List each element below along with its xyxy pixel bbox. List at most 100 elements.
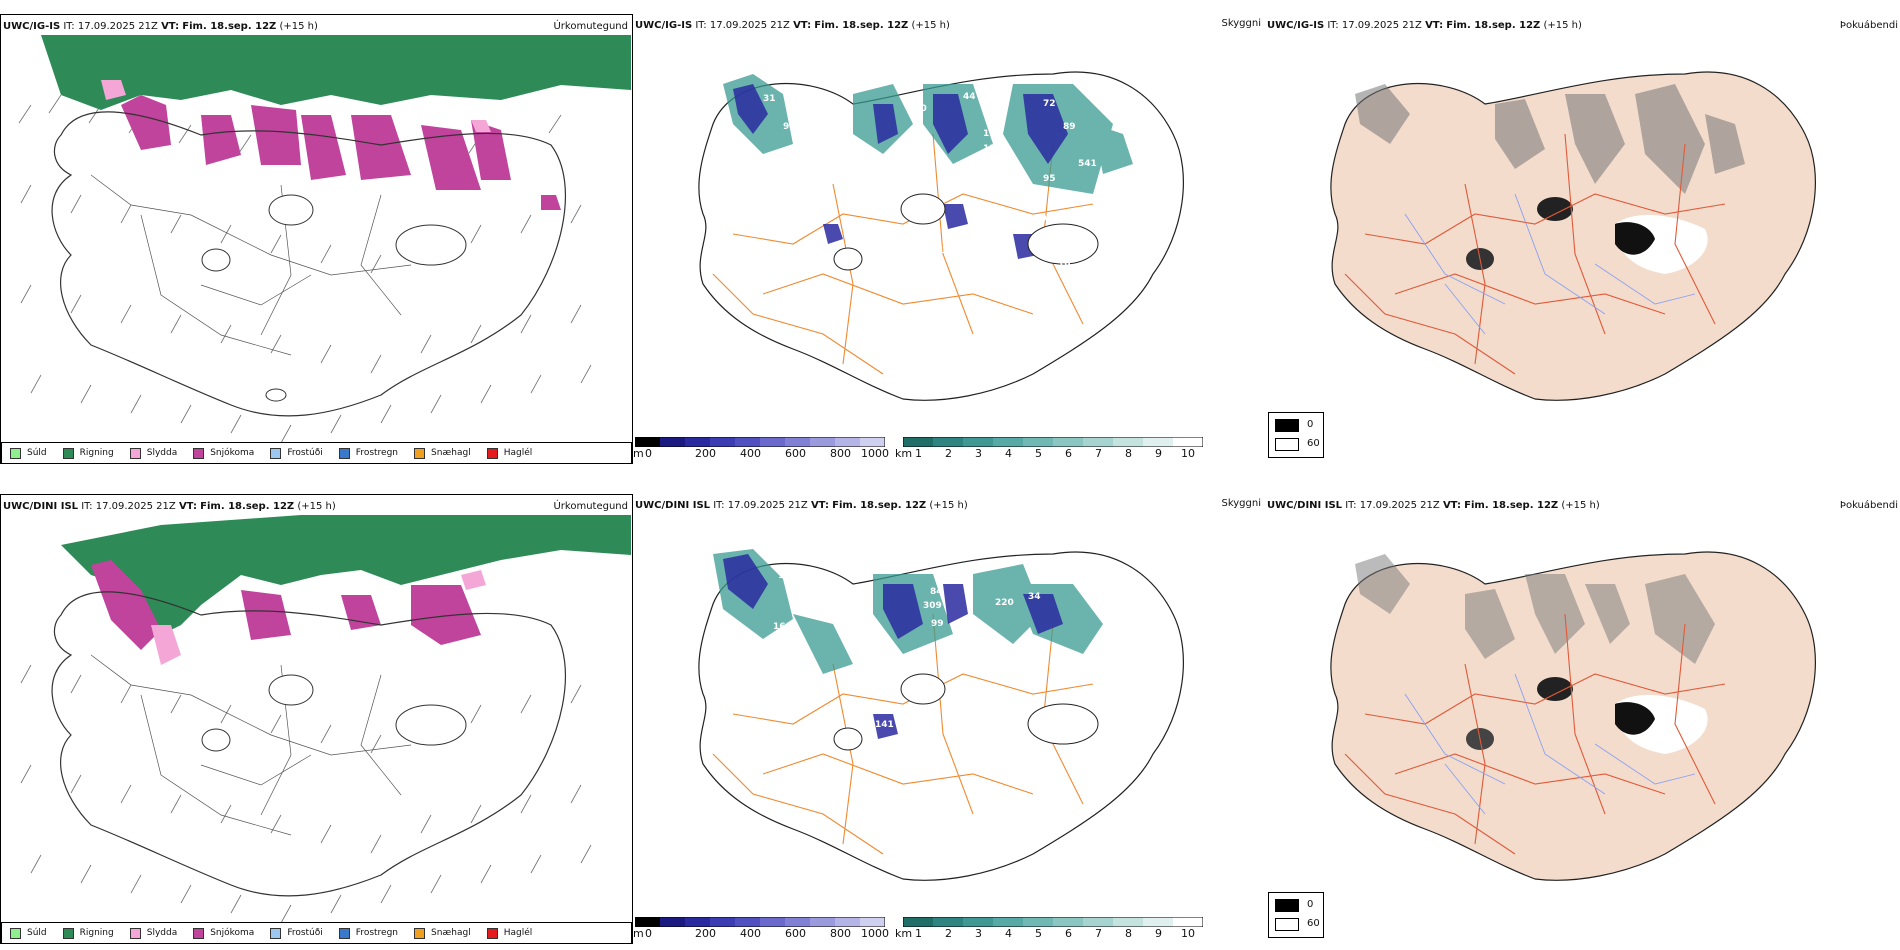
map-label: 175 (873, 264, 892, 274)
vis-tick: 1 (915, 447, 922, 460)
panel-title: Úrkomutegund (553, 501, 628, 512)
fog-legend: 0 60 (1268, 892, 1324, 938)
map-label: 98 (783, 122, 796, 132)
height-tick: 1000 (861, 927, 889, 940)
legend-item: Frostregn (338, 447, 398, 459)
map-label: 95 (1043, 174, 1056, 184)
height-tick: 200 (695, 927, 716, 940)
vis-tick: 7 (1095, 927, 1102, 940)
vis-unit: km (895, 927, 913, 940)
visibility-colorbar (903, 437, 1203, 447)
height-tick: 400 (740, 927, 761, 940)
height-tick: 600 (785, 927, 806, 940)
panel-header: UWC/IG-IS IT: 17.09.2025 21Z VT: Fim. 18… (635, 20, 950, 31)
panel-title: Úrkomutegund (553, 21, 628, 32)
visibility-colorbar (903, 917, 1203, 927)
height-unit: m (633, 927, 644, 940)
legend-item: Frostregn (338, 927, 398, 939)
vis-tick: 3 (975, 447, 982, 460)
panel-header: UWC/DINI ISL IT: 17.09.2025 21Z VT: Fim.… (635, 500, 968, 511)
height-tick: 800 (830, 927, 851, 940)
height-tick: 1000 (861, 447, 889, 460)
visibility-map (698, 71, 1184, 401)
map-label: 130 (908, 104, 927, 114)
legend-item: Snæhagl (414, 447, 471, 459)
map-label: 71 (983, 164, 996, 174)
fog-legend: 0 60 (1268, 412, 1324, 458)
map-label: 541 (1078, 159, 1097, 169)
precip-map (18, 35, 631, 444)
fog-panel: UWC/DINI ISL IT: 17.09.2025 21Z VT: Fim.… (1265, 494, 1900, 944)
legend-item: Slydda (129, 447, 177, 459)
vis-tick: 8 (1125, 447, 1132, 460)
map-label: 32 (1131, 109, 1144, 119)
map-label: 101 (938, 246, 957, 256)
map-label: 141 (875, 720, 894, 730)
height-tick: 600 (785, 447, 806, 460)
legend-item: Súld (10, 927, 47, 939)
height-unit: m (633, 447, 644, 460)
vis-tick: 7 (1095, 447, 1102, 460)
map-label: 72 (1043, 99, 1056, 109)
panel-title: Þokuábendi (1839, 20, 1898, 31)
map-label: 309 (923, 601, 942, 611)
fog-map (1330, 71, 1816, 401)
height-tick: 0 (645, 447, 652, 460)
legend-item: Súld (10, 447, 47, 459)
height-tick: 400 (740, 447, 761, 460)
visibility-panel: UWC/DINI ISL IT: 17.09.2025 21Z VT: Fim.… (633, 494, 1263, 944)
legend-item: Frostúði (270, 447, 323, 459)
vis-tick: 4 (1005, 927, 1012, 940)
panel-header: UWC/IG-IS IT: 17.09.2025 21Z VT: Fim. 18… (3, 21, 318, 32)
vis-tick: 6 (1065, 927, 1072, 940)
row1: UWC/IG-IS IT: 17.09.2025 21Z VT: Fim. 18… (0, 0, 1900, 470)
map-label: 138 (983, 144, 1002, 154)
vis-tick: 10 (1181, 447, 1195, 460)
panel-header: UWC/IG-IS IT: 17.09.2025 21Z VT: Fim. 18… (1267, 20, 1582, 31)
map-label: 116 (778, 571, 797, 581)
vis-tick: 2 (945, 927, 952, 940)
map-label: 110 (983, 129, 1002, 139)
vis-tick: 9 (1155, 927, 1162, 940)
legend-item: Frostúði (270, 927, 323, 939)
vis-tick: 9 (1155, 447, 1162, 460)
precip-panel: UWC/IG-IS IT: 17.09.2025 21Z VT: Fim. 18… (0, 14, 633, 464)
legend-item: Haglél (486, 447, 532, 459)
height-tick: 0 (645, 927, 652, 940)
vis-tick: 2 (945, 447, 952, 460)
map-label: 122 (1018, 264, 1037, 274)
legend-item: Snæhagl (414, 927, 471, 939)
legend-item: Rigning (62, 927, 114, 939)
panel-header: UWC/DINI ISL IT: 17.09.2025 21Z VT: Fim.… (1267, 500, 1600, 511)
legend-item: Slydda (129, 927, 177, 939)
vis-tick: 4 (1005, 447, 1012, 460)
visibility-panel: UWC/IG-IS IT: 17.09.2025 21Z VT: Fim. 18… (633, 14, 1263, 464)
map-label: 10 (1058, 259, 1071, 269)
legend-item: Rigning (62, 447, 114, 459)
vis-tick: 1 (915, 927, 922, 940)
height-tick: 800 (830, 447, 851, 460)
legend-item: Haglél (486, 927, 532, 939)
vis-tick: 5 (1035, 927, 1042, 940)
map-label: 84 (930, 587, 943, 597)
map-label: 99 (931, 619, 944, 629)
map-label: 16 (773, 622, 786, 632)
panel-title: Skyggni (1221, 498, 1261, 509)
panel-header: UWC/DINI ISL IT: 17.09.2025 21Z VT: Fim.… (3, 501, 336, 512)
vis-tick: 6 (1065, 447, 1072, 460)
map-label: 31 (763, 94, 776, 104)
precip-panel: UWC/DINI ISL IT: 17.09.2025 21Z VT: Fim.… (0, 494, 633, 944)
visibility-map (698, 549, 1184, 881)
legend-item: Snjókoma (193, 927, 254, 939)
panel-title: Skyggni (1221, 18, 1261, 29)
legend-item: Snjókoma (193, 447, 254, 459)
height-colorbar (635, 917, 885, 927)
map-label: 34 (1028, 592, 1041, 602)
row2: UWC/DINI ISL IT: 17.09.2025 21Z VT: Fim.… (0, 480, 1900, 950)
height-tick: 200 (695, 447, 716, 460)
map-label: 88 (1056, 720, 1069, 730)
vis-tick: 3 (975, 927, 982, 940)
vis-unit: km (895, 447, 913, 460)
map-label: 79 (801, 589, 814, 599)
panel-title: Þokuábendi (1839, 500, 1898, 511)
